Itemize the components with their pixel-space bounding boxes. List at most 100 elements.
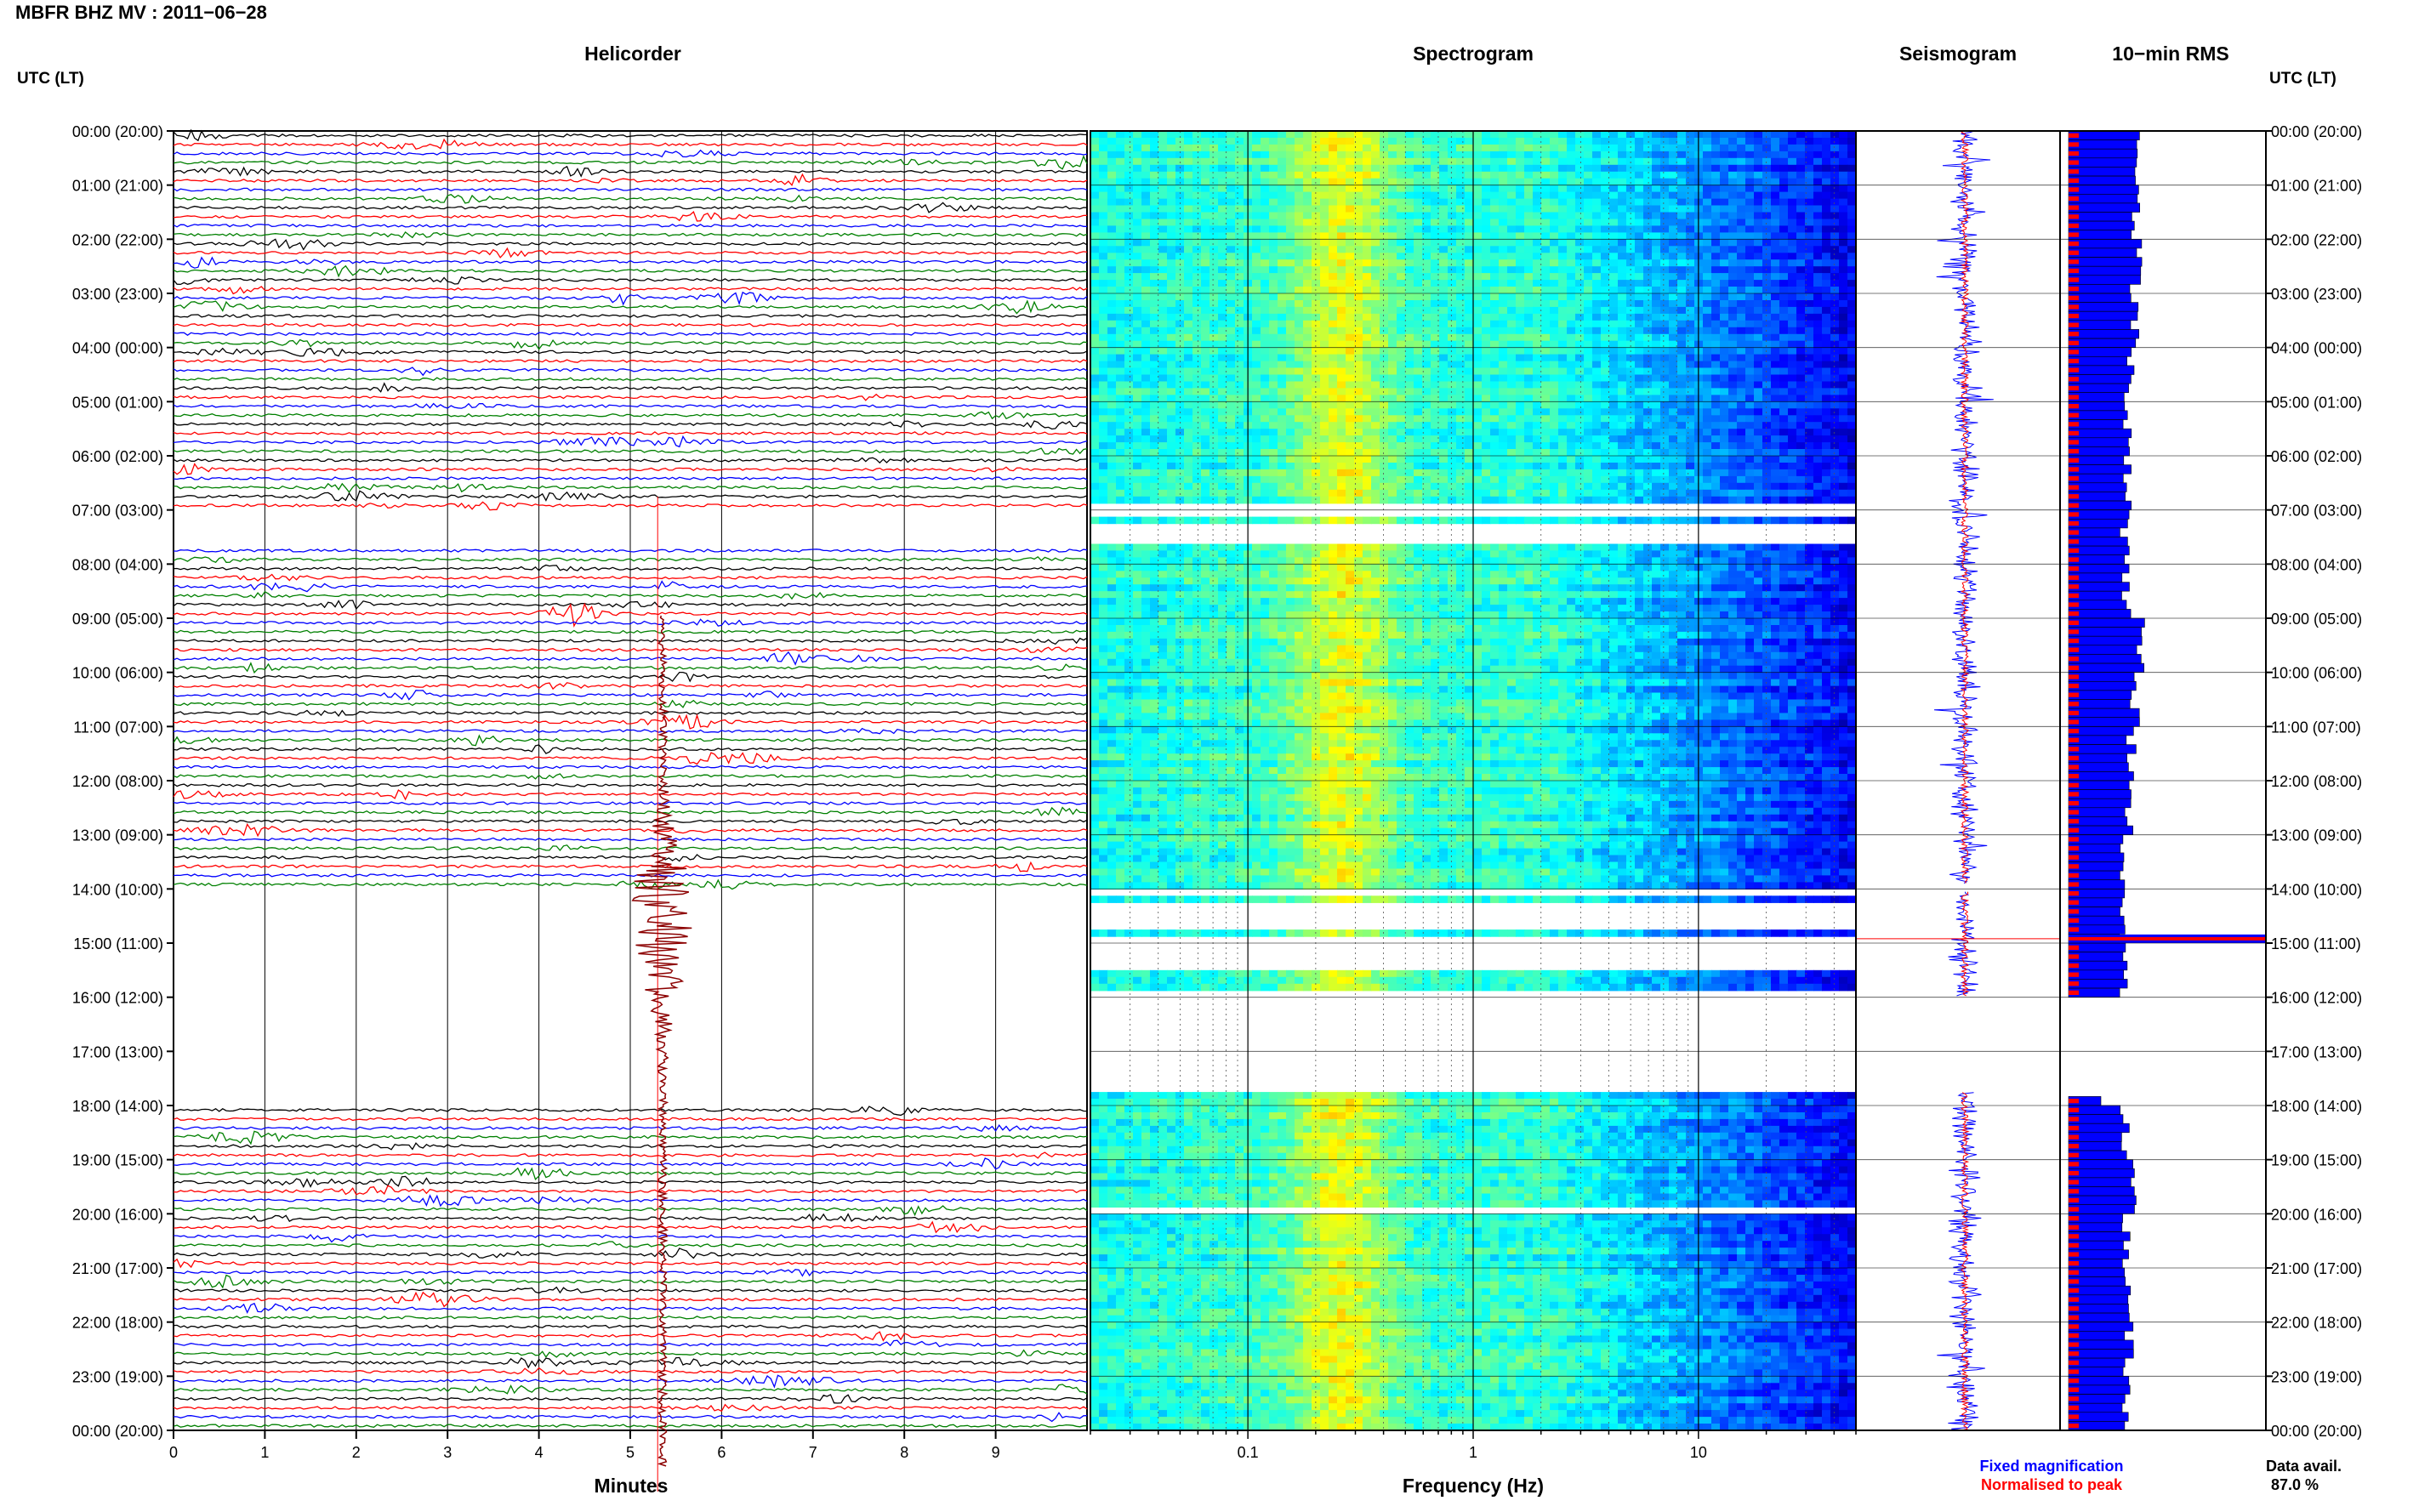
spectrogram-cell [1456,164,1466,173]
spectrogram-cell [1329,306,1338,315]
spectrogram-cell [1371,354,1380,362]
spectrogram-cell [1584,381,1593,389]
spectrogram-cell [1771,354,1780,362]
spectrogram-cell [1473,463,1483,470]
spectrogram-cell [1745,340,1755,349]
spectrogram-cell [1150,347,1159,355]
spectrogram-cell [1660,164,1670,173]
spectrogram-cell [1388,198,1397,207]
spectrogram-cell [1465,422,1474,429]
spectrogram-cell [1167,205,1176,213]
spectrogram-cell [1524,475,1534,484]
spectrogram-cell [1431,320,1440,328]
helicorder-trace [173,682,1088,691]
helicorder-trace [173,476,1088,480]
spectrogram-cell [1533,340,1542,349]
spectrogram-cell [1192,300,1202,308]
spectrogram-cell [1584,442,1593,450]
spectrogram-cell [1567,463,1576,470]
spectrogram-cell [1669,191,1678,200]
spectrogram-cell [1779,361,1789,369]
spectrogram-cell [1737,225,1746,233]
spectrogram-cell [1218,178,1227,186]
spectrogram-cell [1796,219,1806,227]
helicorder-trace [173,1339,1088,1348]
spectrogram-cell [1516,157,1525,166]
spectrogram-cell [1541,435,1551,443]
spectrogram-cell [1788,259,1797,267]
spectrogram-cell [1465,367,1474,376]
spectrogram-cell [1567,449,1576,457]
spectrogram-cell [1558,313,1568,321]
spectrogram-cell [1754,456,1763,463]
spectrogram-cell [1227,273,1236,281]
spectrogram-cell [1227,340,1236,349]
spectrogram-cell [1210,273,1219,281]
spectrogram-cell [1762,293,1772,301]
spectrogram-cell [1652,333,1661,342]
spectrogram-cell [1116,361,1125,369]
spectrogram-cell [1677,381,1687,389]
spectrogram-cell [1720,475,1729,484]
spectrogram-cell [1652,138,1661,145]
spectrogram-cell [1669,239,1678,247]
spectrogram-cell [1643,463,1653,470]
hour-label-left: 00:00 (20:00) [72,1423,163,1440]
spectrogram-cell [1099,239,1108,247]
spectrogram-cell [1745,287,1755,294]
spectrogram-cell [1720,171,1729,179]
spectrogram-cell [1141,246,1151,253]
spectrogram-cell [1584,205,1593,213]
spectrogram-cell [1779,456,1789,463]
spectrogram-cell [1439,232,1449,240]
spectrogram-cell [1728,266,1738,274]
spectrogram-cell [1575,280,1585,287]
spectrogram-cell [1754,280,1763,287]
spectrogram-cell [1380,361,1389,369]
spectrogram-cell [1388,212,1397,220]
spectrogram-cell [1737,293,1746,301]
spectrogram-cell [1796,401,1806,409]
spectrogram-cell [1575,287,1585,294]
spectrogram-cell [1303,306,1312,315]
spectrogram-cell [1388,300,1397,308]
spectrogram-cell [1652,287,1661,294]
spectrogram-cell [1507,381,1517,389]
spectrogram-cell [1184,469,1193,477]
spectrogram-cell [1371,205,1380,213]
spectrogram-cell [1533,435,1542,443]
spectrogram-cell [1235,408,1244,416]
spectrogram-cell [1711,320,1721,328]
spectrogram-cell [1150,463,1159,470]
spectrogram-cell [1439,246,1449,253]
spectrogram-cell [1822,327,1831,335]
spectrogram-cell [1618,266,1627,274]
spectrogram-cell [1822,347,1831,355]
spectrogram-cell [1354,144,1363,152]
spectrogram-cell [1813,287,1823,294]
spectrogram-cell [1592,442,1602,450]
spectrogram-cell [1737,361,1746,369]
spectrogram-cell [1550,408,1559,416]
spectrogram-cell [1456,347,1466,355]
spectrogram-cell [1218,287,1227,294]
spectrogram-cell [1558,198,1568,207]
spectrogram-cell [1805,333,1814,342]
spectrogram-cell [1482,415,1491,423]
spectrogram-cell [1363,367,1372,376]
spectrogram-cell [1728,138,1738,145]
spectrogram-cell [1329,138,1338,145]
spectrogram-cell [1473,435,1483,443]
spectrogram-cell [1575,219,1585,227]
spectrogram-cell [1107,313,1117,321]
spectrogram-cell [1822,456,1831,463]
spectrogram-cell [1533,449,1542,457]
spectrogram-cell [1184,313,1193,321]
spectrogram-cell [1677,300,1687,308]
spectrogram-cell [1439,333,1449,342]
spectrogram-cell [1490,429,1500,436]
spectrogram-cell [1252,333,1261,342]
spectrogram-cell [1320,340,1329,349]
spectrogram-cell [1175,273,1185,281]
spectrogram-cell [1227,415,1236,423]
